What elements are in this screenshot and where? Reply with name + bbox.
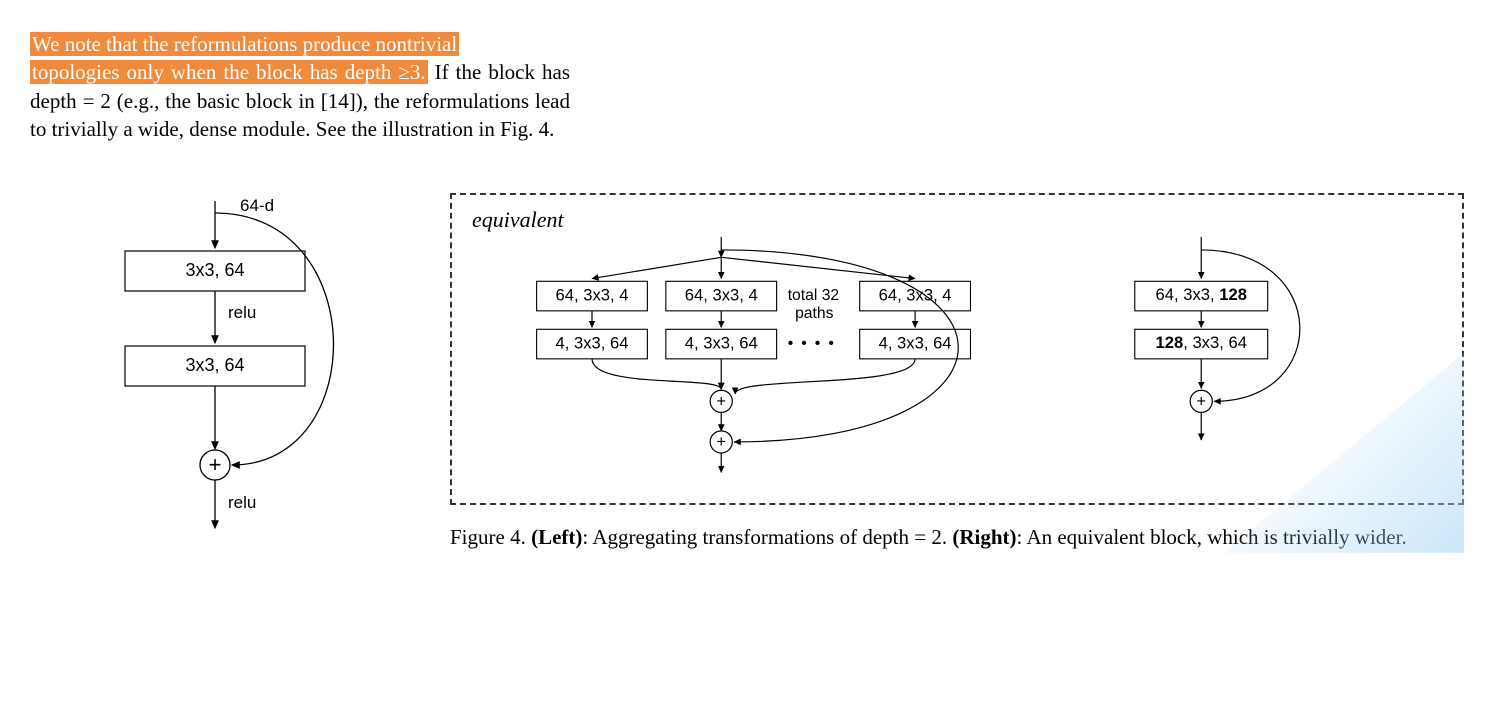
paths-dots: • • • • bbox=[788, 335, 836, 352]
caption-right-rest: : An equivalent block, which is triviall… bbox=[1017, 525, 1407, 549]
conv-box-2-label: 3x3, 64 bbox=[185, 355, 244, 375]
path2-top-label: 64, 3x3, 4 bbox=[685, 286, 758, 305]
relu-label-1: relu bbox=[228, 303, 256, 322]
figure-caption: Figure 4. (Left): Aggregating transforma… bbox=[450, 523, 1464, 552]
caption-right-bold: (Right) bbox=[952, 525, 1016, 549]
equivalent-label: equivalent bbox=[472, 207, 1442, 233]
input-dim-label: 64-d bbox=[240, 196, 274, 215]
outer-sum-label: + bbox=[716, 433, 726, 452]
paths-count-1: total 32 bbox=[788, 287, 839, 304]
highlight-line-1: We note that the reformulations produce … bbox=[30, 32, 459, 56]
relu-label-2: relu bbox=[228, 493, 256, 512]
path3-bottom-label: 4, 3x3, 64 bbox=[879, 334, 952, 353]
wide-sum-label: + bbox=[1196, 392, 1206, 411]
caption-left-bold: (Left) bbox=[531, 525, 582, 549]
paths-count-2: paths bbox=[795, 306, 834, 323]
wide-bottom-label: 128, 3x3, 64 bbox=[1156, 334, 1247, 353]
highlight-line-2: topologies only when the block has depth… bbox=[30, 60, 428, 84]
left-diagram: 64-d 3x3, 64 relu 3x3, 64 + relu bbox=[30, 193, 390, 559]
right-column: equivalent 64, 3x3, 4 bbox=[450, 193, 1464, 552]
figure-row: 64-d 3x3, 64 relu 3x3, 64 + relu bbox=[30, 193, 1464, 559]
skip-connection-right bbox=[1201, 250, 1300, 401]
path1-bottom-label: 4, 3x3, 64 bbox=[556, 334, 629, 353]
equivalent-panel: equivalent 64, 3x3, 4 bbox=[450, 193, 1464, 505]
body-paragraph: We note that the reformulations produce … bbox=[30, 30, 570, 143]
wide-top-label: 64, 3x3, 128 bbox=[1156, 286, 1247, 305]
sum-label: + bbox=[209, 452, 222, 477]
conv-box-1-label: 3x3, 64 bbox=[185, 260, 244, 280]
path1-top-label: 64, 3x3, 4 bbox=[556, 286, 629, 305]
inner-sum-label: + bbox=[716, 392, 726, 411]
path2-bottom-label: 4, 3x3, 64 bbox=[685, 334, 758, 353]
caption-fig: Figure 4. bbox=[450, 525, 531, 549]
caption-left-rest: : Aggregating transformations of depth =… bbox=[582, 525, 952, 549]
